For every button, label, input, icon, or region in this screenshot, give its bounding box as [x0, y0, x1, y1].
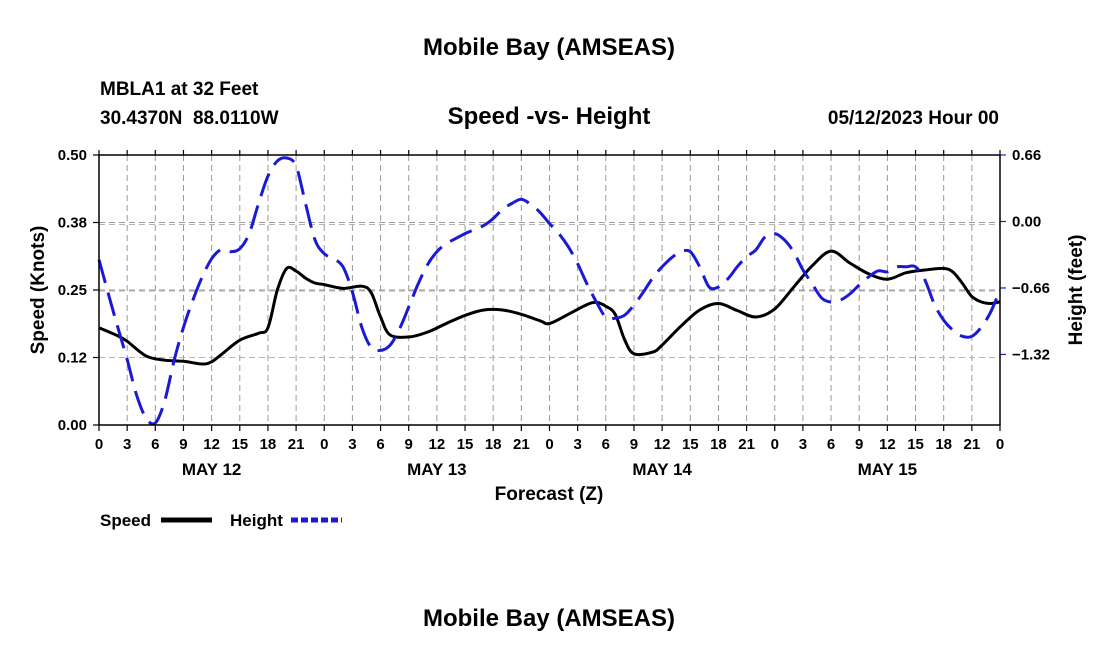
station-name: MBLA1 at 32 Feet — [100, 79, 259, 100]
x-tick-label: 3 — [573, 436, 581, 453]
x-tick-label: 12 — [654, 436, 671, 453]
date-label: MAY 14 — [632, 460, 692, 479]
date-label: MAY 13 — [407, 460, 467, 479]
legend-height-label: Height — [230, 511, 283, 530]
page-title: Mobile Bay (AMSEAS) — [423, 34, 675, 61]
x-tick-label: 0 — [771, 436, 779, 453]
station-coordinates: 30.4370N 88.0110W — [100, 108, 279, 129]
plot-frame — [98, 154, 1001, 426]
x-tick-label: 15 — [457, 436, 474, 453]
grid — [99, 155, 1000, 425]
axes: 0 3 6 9 12 15 18 21 0 3 6 9 12 15 18 21 0 3 6 9 12 15 18 21 0 3 6 9… — [58, 147, 1050, 479]
x-tick-label: 6 — [602, 436, 610, 453]
left-tick-label: 0.12 — [58, 350, 87, 367]
x-tick-label: 18 — [710, 436, 727, 453]
x-tick-label: 21 — [513, 436, 530, 453]
height-series-line — [97, 156, 1002, 426]
x-tick-label: 21 — [738, 436, 755, 453]
x-tick-label: 15 — [231, 436, 248, 453]
x-tick-label: 15 — [682, 436, 699, 453]
x-axis-label: Forecast (Z) — [495, 484, 604, 505]
x-tick-label: 12 — [879, 436, 896, 453]
speed-series-line — [98, 249, 1001, 366]
legend-speed-label: Speed — [100, 511, 151, 530]
forecast-run-label: 05/12/2023 Hour 00 — [828, 108, 999, 129]
x-tick-label: 12 — [429, 436, 446, 453]
left-tick-label: 0.25 — [58, 282, 87, 299]
x-tick-label: 6 — [151, 436, 159, 453]
page-title-repeat: Mobile Bay (AMSEAS) — [423, 605, 675, 632]
x-tick-label: 15 — [907, 436, 924, 453]
right-tick-label: −1.32 — [1012, 346, 1050, 363]
right-tick-label: 0.00 — [1012, 213, 1041, 230]
x-tick-label: 21 — [964, 436, 981, 453]
x-tick-label: 12 — [203, 436, 220, 453]
right-axis-label: Height (feet) — [1066, 235, 1087, 346]
chart-title: Speed -vs- Height — [448, 103, 651, 130]
x-tick-label: 3 — [799, 436, 807, 453]
x-tick-label: 9 — [630, 436, 638, 453]
left-tick-label: 0.38 — [58, 215, 87, 232]
date-label: MAY 12 — [182, 460, 242, 479]
x-tick-label: 9 — [855, 436, 863, 453]
left-axis-label: Speed (Knots) — [28, 226, 49, 355]
x-tick-label: 9 — [179, 436, 187, 453]
left-tick-label: 0.00 — [58, 417, 87, 434]
x-tick-label: 21 — [288, 436, 305, 453]
x-tick-label: 18 — [935, 436, 952, 453]
x-tick-label: 0 — [996, 436, 1004, 453]
x-tick-label: 0 — [320, 436, 328, 453]
x-tick-label: 3 — [348, 436, 356, 453]
x-tick-label: 0 — [95, 436, 103, 453]
x-tick-label: 6 — [827, 436, 835, 453]
series — [97, 156, 1002, 426]
x-tick-label: 6 — [376, 436, 384, 453]
x-tick-label: 9 — [405, 436, 413, 453]
right-tick-label: 0.66 — [1012, 147, 1041, 164]
date-label: MAY 15 — [858, 460, 918, 479]
x-tick-label: 0 — [545, 436, 553, 453]
legend: Speed Height — [100, 511, 342, 530]
left-tick-label: 0.50 — [58, 147, 87, 164]
x-tick-label: 18 — [260, 436, 277, 453]
x-tick-label: 18 — [485, 436, 502, 453]
x-tick-label: 3 — [123, 436, 131, 453]
right-tick-label: −0.66 — [1012, 280, 1050, 297]
